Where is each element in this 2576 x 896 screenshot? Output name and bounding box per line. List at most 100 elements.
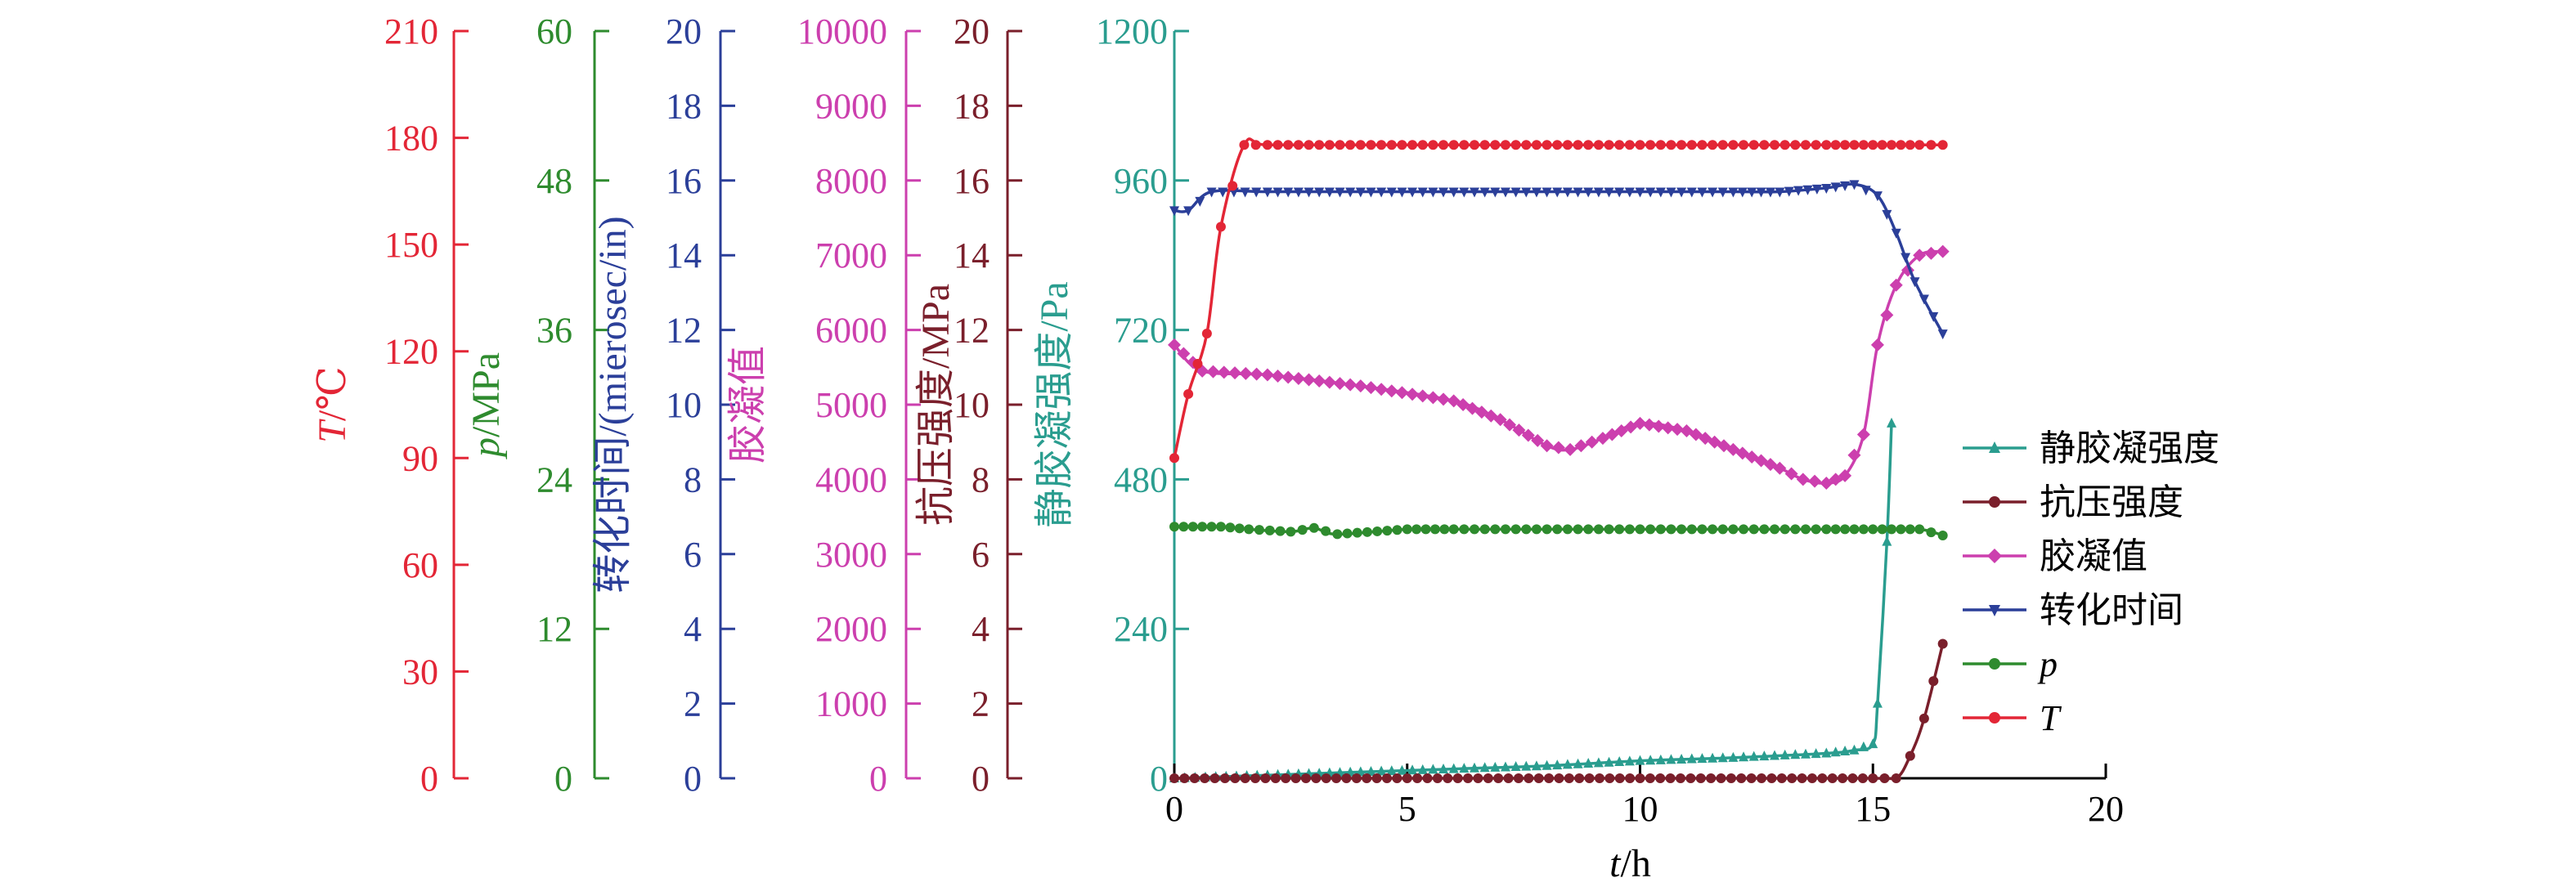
data-point-T — [1728, 140, 1739, 150]
data-point-cs — [1513, 773, 1524, 783]
y-tick-label-conv: 14 — [666, 235, 702, 276]
data-point-p — [1728, 524, 1739, 535]
data-point-sgs — [1417, 764, 1428, 774]
data-point-sgs — [1790, 749, 1801, 759]
y-tick-label-p: 0 — [554, 759, 572, 799]
data-point-gel — [1540, 439, 1554, 453]
data-point-conv — [1251, 187, 1262, 198]
data-point-sgs — [1666, 754, 1676, 764]
data-point-gel — [1633, 416, 1647, 430]
data-point-cs — [1473, 773, 1483, 783]
data-point-conv — [1891, 228, 1901, 239]
data-point-sgs — [1800, 748, 1811, 759]
data-point-cs — [1891, 773, 1901, 783]
data-point-conv — [1928, 311, 1939, 322]
data-point-gel — [1574, 439, 1588, 453]
data-point-gel — [1661, 421, 1675, 435]
data-point-conv — [1314, 187, 1325, 198]
data-point-gel — [1395, 386, 1409, 400]
data-point-sgs — [1614, 756, 1625, 767]
legend-label-sgs: 静胶凝强度 — [2040, 428, 2219, 469]
data-point-conv — [1784, 186, 1794, 197]
data-point-p — [1244, 524, 1254, 535]
data-point-cs — [1676, 773, 1686, 783]
data-point-cs — [1483, 773, 1493, 783]
data-point-T — [1293, 140, 1304, 150]
data-point-sgs — [1386, 765, 1397, 776]
data-point-cs — [1584, 773, 1595, 783]
data-point-conv — [1655, 187, 1666, 198]
data-point-T — [1201, 328, 1212, 338]
data-point-sgs — [1459, 763, 1470, 773]
x-tick-label: 15 — [1855, 789, 1891, 829]
y-tick-label-gel: 8000 — [815, 161, 887, 201]
data-point-T — [1635, 140, 1645, 150]
data-point-sgs — [1604, 756, 1614, 767]
data-point-T — [1531, 140, 1542, 150]
data-point-gel — [1302, 373, 1316, 387]
y-tick-label-gel: 2000 — [815, 609, 887, 649]
y-tick-label-conv: 10 — [666, 385, 702, 425]
data-point-conv — [1500, 187, 1510, 198]
data-point-cs — [1857, 773, 1868, 783]
data-point-conv — [1169, 206, 1179, 217]
data-point-cs — [1392, 773, 1402, 783]
data-point-cs — [1281, 773, 1291, 783]
data-point-T — [1376, 140, 1387, 150]
data-point-p — [1887, 524, 1897, 535]
data-point-T — [1779, 140, 1790, 150]
data-point-gel — [1642, 418, 1656, 432]
data-point-cs — [1746, 773, 1757, 783]
data-point-cs — [1402, 773, 1412, 783]
data-point-p — [1868, 524, 1878, 535]
y-axis-title-sgs: 静胶凝强度/Pa — [1033, 281, 1076, 527]
data-point-conv — [1614, 187, 1625, 198]
data-point-p — [1896, 524, 1906, 535]
data-point-conv — [1562, 187, 1573, 198]
data-point-cs — [1321, 773, 1331, 783]
data-point-cs — [1695, 773, 1706, 783]
data-point-sgs — [1868, 738, 1878, 749]
data-point-p — [1849, 524, 1860, 535]
data-point-gel — [1177, 347, 1191, 361]
data-point-conv — [1459, 187, 1470, 198]
data-point-sgs — [1521, 760, 1532, 771]
data-point-sgs — [1739, 751, 1749, 762]
data-point-conv — [1262, 187, 1272, 198]
data-point-cs — [1625, 773, 1636, 783]
data-point-sgs — [1510, 761, 1521, 772]
data-point-T — [1686, 140, 1697, 150]
data-point-gel — [1784, 467, 1798, 481]
data-point-conv — [1882, 209, 1892, 220]
data-point-p — [1905, 524, 1915, 535]
data-point-T — [1438, 140, 1449, 150]
data-point-T — [1830, 140, 1841, 150]
data-point-gel — [1652, 419, 1666, 433]
y-tick-label-conv: 16 — [666, 161, 702, 201]
data-point-conv — [1728, 187, 1739, 198]
data-point-sgs — [1470, 762, 1480, 773]
data-point-gel — [1671, 423, 1685, 437]
y-axis-title-unit-gel: 胶凝值 — [726, 346, 770, 464]
data-point-conv — [1811, 184, 1822, 195]
y-axis-title-unit-sgs: 静胶凝强度/Pa — [1033, 281, 1076, 527]
data-point-conv — [1635, 187, 1645, 198]
data-point-cs — [1169, 773, 1179, 783]
data-point-cs — [1544, 773, 1555, 783]
data-point-cs — [1817, 773, 1828, 783]
y-tick-label-conv: 6 — [684, 535, 702, 575]
data-point-conv — [1645, 187, 1656, 198]
y-tick-label-p: 60 — [536, 11, 572, 52]
legend-marker-T — [1989, 712, 2000, 724]
data-point-sgs — [1770, 750, 1780, 760]
data-point-sgs — [1676, 753, 1687, 764]
data-point-sgs — [1882, 535, 1892, 546]
data-point-conv — [1872, 191, 1883, 202]
data-point-gel — [1416, 389, 1429, 403]
series-gel — [1168, 244, 1950, 490]
data-point-cs — [1635, 773, 1645, 783]
data-point-p — [1779, 524, 1790, 535]
legend-item-sgs: 静胶凝强度 — [1963, 428, 2219, 469]
y-axis-T: 0 30 60 90 120 150 180 210 T/℃ — [311, 11, 469, 799]
data-point-gel — [1291, 372, 1305, 386]
